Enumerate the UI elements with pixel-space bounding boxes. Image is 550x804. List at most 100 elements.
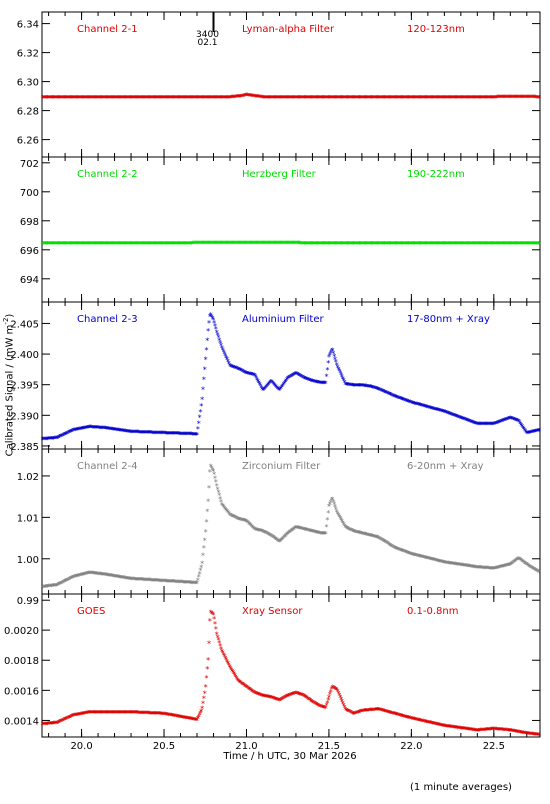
data-point: * — [196, 94, 200, 103]
data-point: * — [487, 94, 491, 103]
data-point: * — [144, 94, 148, 103]
data-point: * — [67, 240, 71, 249]
data-point: * — [176, 94, 180, 103]
data-point: * — [111, 94, 115, 103]
data-point: * — [45, 94, 49, 103]
data-point: * — [260, 94, 264, 103]
data-point: * — [526, 94, 530, 103]
data-point: * — [54, 240, 58, 249]
data-point: * — [523, 94, 527, 103]
data-point: * — [114, 240, 118, 249]
data-point: * — [414, 94, 418, 103]
data-point: * — [53, 240, 57, 249]
data-point: * — [282, 94, 286, 103]
data-point: * — [290, 94, 294, 103]
data-point: * — [312, 94, 316, 103]
data-point: * — [109, 240, 113, 249]
data-point: * — [154, 94, 158, 103]
data-point: * — [333, 94, 337, 103]
data-point: * — [498, 94, 502, 103]
data-point: * — [117, 94, 121, 103]
data-point: * — [330, 94, 334, 103]
data-point: * — [361, 94, 365, 103]
data-point: * — [69, 94, 73, 103]
data-point: * — [297, 94, 301, 103]
data-point: * — [285, 94, 289, 103]
data-point: * — [527, 94, 531, 103]
data-point: * — [236, 93, 240, 102]
data-point: * — [344, 94, 348, 103]
data-point: * — [112, 94, 116, 103]
data-point: * — [403, 94, 407, 103]
data-point: * — [94, 240, 98, 249]
data-point: * — [78, 240, 82, 249]
data-point: * — [486, 94, 490, 103]
data-point: * — [457, 94, 461, 103]
y-tick-label: 698 — [20, 217, 39, 228]
data-point: * — [331, 94, 335, 103]
data-point: * — [98, 94, 102, 103]
data-point: * — [114, 240, 118, 249]
data-point: * — [419, 94, 423, 103]
data-point: * — [470, 94, 474, 103]
data-point: * — [525, 94, 529, 103]
data-point: * — [495, 94, 499, 103]
data-point: * — [47, 240, 51, 249]
data-point: * — [234, 93, 238, 102]
data-point: * — [213, 94, 217, 103]
data-point: * — [369, 94, 373, 103]
data-point: * — [292, 94, 296, 103]
data-point: * — [178, 94, 182, 103]
data-point: * — [253, 93, 257, 102]
data-point: * — [300, 94, 304, 103]
data-point: * — [167, 94, 171, 103]
data-point: * — [384, 94, 388, 103]
data-point: * — [319, 94, 323, 103]
event-marker-label-bottom: 02.1 — [197, 38, 217, 48]
data-point: * — [360, 94, 364, 103]
data-point: * — [212, 94, 216, 103]
data-point: * — [243, 92, 247, 101]
data-point: * — [199, 94, 203, 103]
data-point: * — [239, 93, 243, 102]
channel-label: Channel 2-2 — [77, 169, 138, 180]
data-point: * — [276, 94, 280, 103]
data-point: * — [270, 94, 274, 103]
data-point: * — [400, 94, 404, 103]
data-point: * — [450, 94, 454, 103]
data-point: * — [298, 94, 302, 103]
data-point: * — [325, 94, 329, 103]
data-point: * — [72, 240, 76, 249]
data-point: * — [510, 93, 514, 102]
data-point: * — [267, 94, 271, 103]
x-tick-label: 20.0 — [70, 741, 92, 752]
data-point: * — [432, 94, 436, 103]
data-point: * — [220, 94, 224, 103]
data-point: * — [52, 94, 56, 103]
data-point: * — [100, 94, 104, 103]
data-point: * — [162, 94, 166, 103]
data-point: * — [65, 94, 69, 103]
y-tick-label: 6.28 — [17, 107, 39, 118]
data-point: * — [299, 94, 303, 103]
data-point: * — [93, 94, 97, 103]
data-point: * — [73, 240, 77, 249]
data-point: * — [42, 240, 46, 249]
channel-label: GOES — [77, 606, 105, 617]
filter-label: Zirconium Filter — [242, 461, 321, 472]
data-point: * — [97, 240, 101, 249]
data-point: * — [409, 94, 413, 103]
data-point: * — [179, 94, 183, 103]
data-point: * — [357, 94, 361, 103]
data-point: * — [359, 94, 363, 103]
data-point: * — [180, 94, 184, 103]
data-point: * — [57, 94, 61, 103]
data-point: * — [58, 94, 62, 103]
data-point: * — [349, 94, 353, 103]
data-point: * — [206, 497, 210, 506]
data-point: * — [62, 94, 66, 103]
filter-label: Aluminium Filter — [242, 314, 325, 325]
data-point: * — [304, 94, 308, 103]
data-point: * — [479, 94, 483, 103]
